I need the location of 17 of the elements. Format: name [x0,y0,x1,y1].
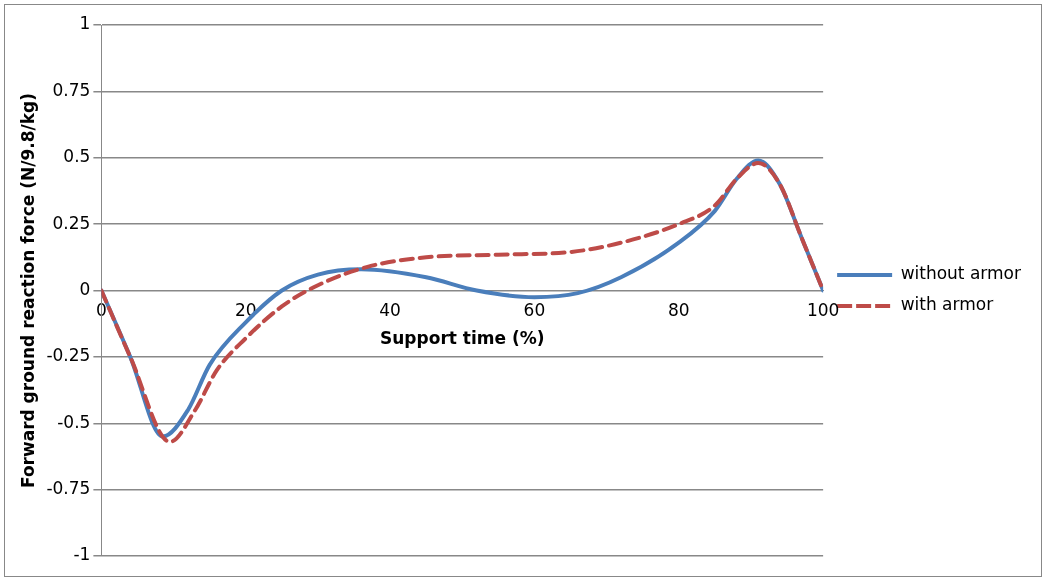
y-tick-label: -1 [73,544,91,565]
y-tick-label: 1 [79,13,91,34]
y-tick-label: 0 [79,278,91,299]
y-tick-label: -0.25 [46,345,91,366]
x-tick-label: 60 [523,300,546,321]
y-tick-label: 0.75 [52,79,91,100]
x-tick-label: 40 [379,300,401,321]
y-tick-label: -0.5 [57,411,91,432]
y-tick-label: 0.5 [63,146,91,167]
x-axis-title: Support time (%) [380,327,545,348]
legend-label: without armor [900,263,1022,284]
y-axis-title: Forward ground reaction force (N/9.8/kg) [17,92,38,489]
legend-label: with armor [900,294,994,315]
y-tick-label: -0.75 [46,478,91,499]
y-tick-label: 0.25 [52,212,91,233]
x-tick-label: 100 [806,300,840,321]
x-tick-label: 80 [667,300,690,321]
